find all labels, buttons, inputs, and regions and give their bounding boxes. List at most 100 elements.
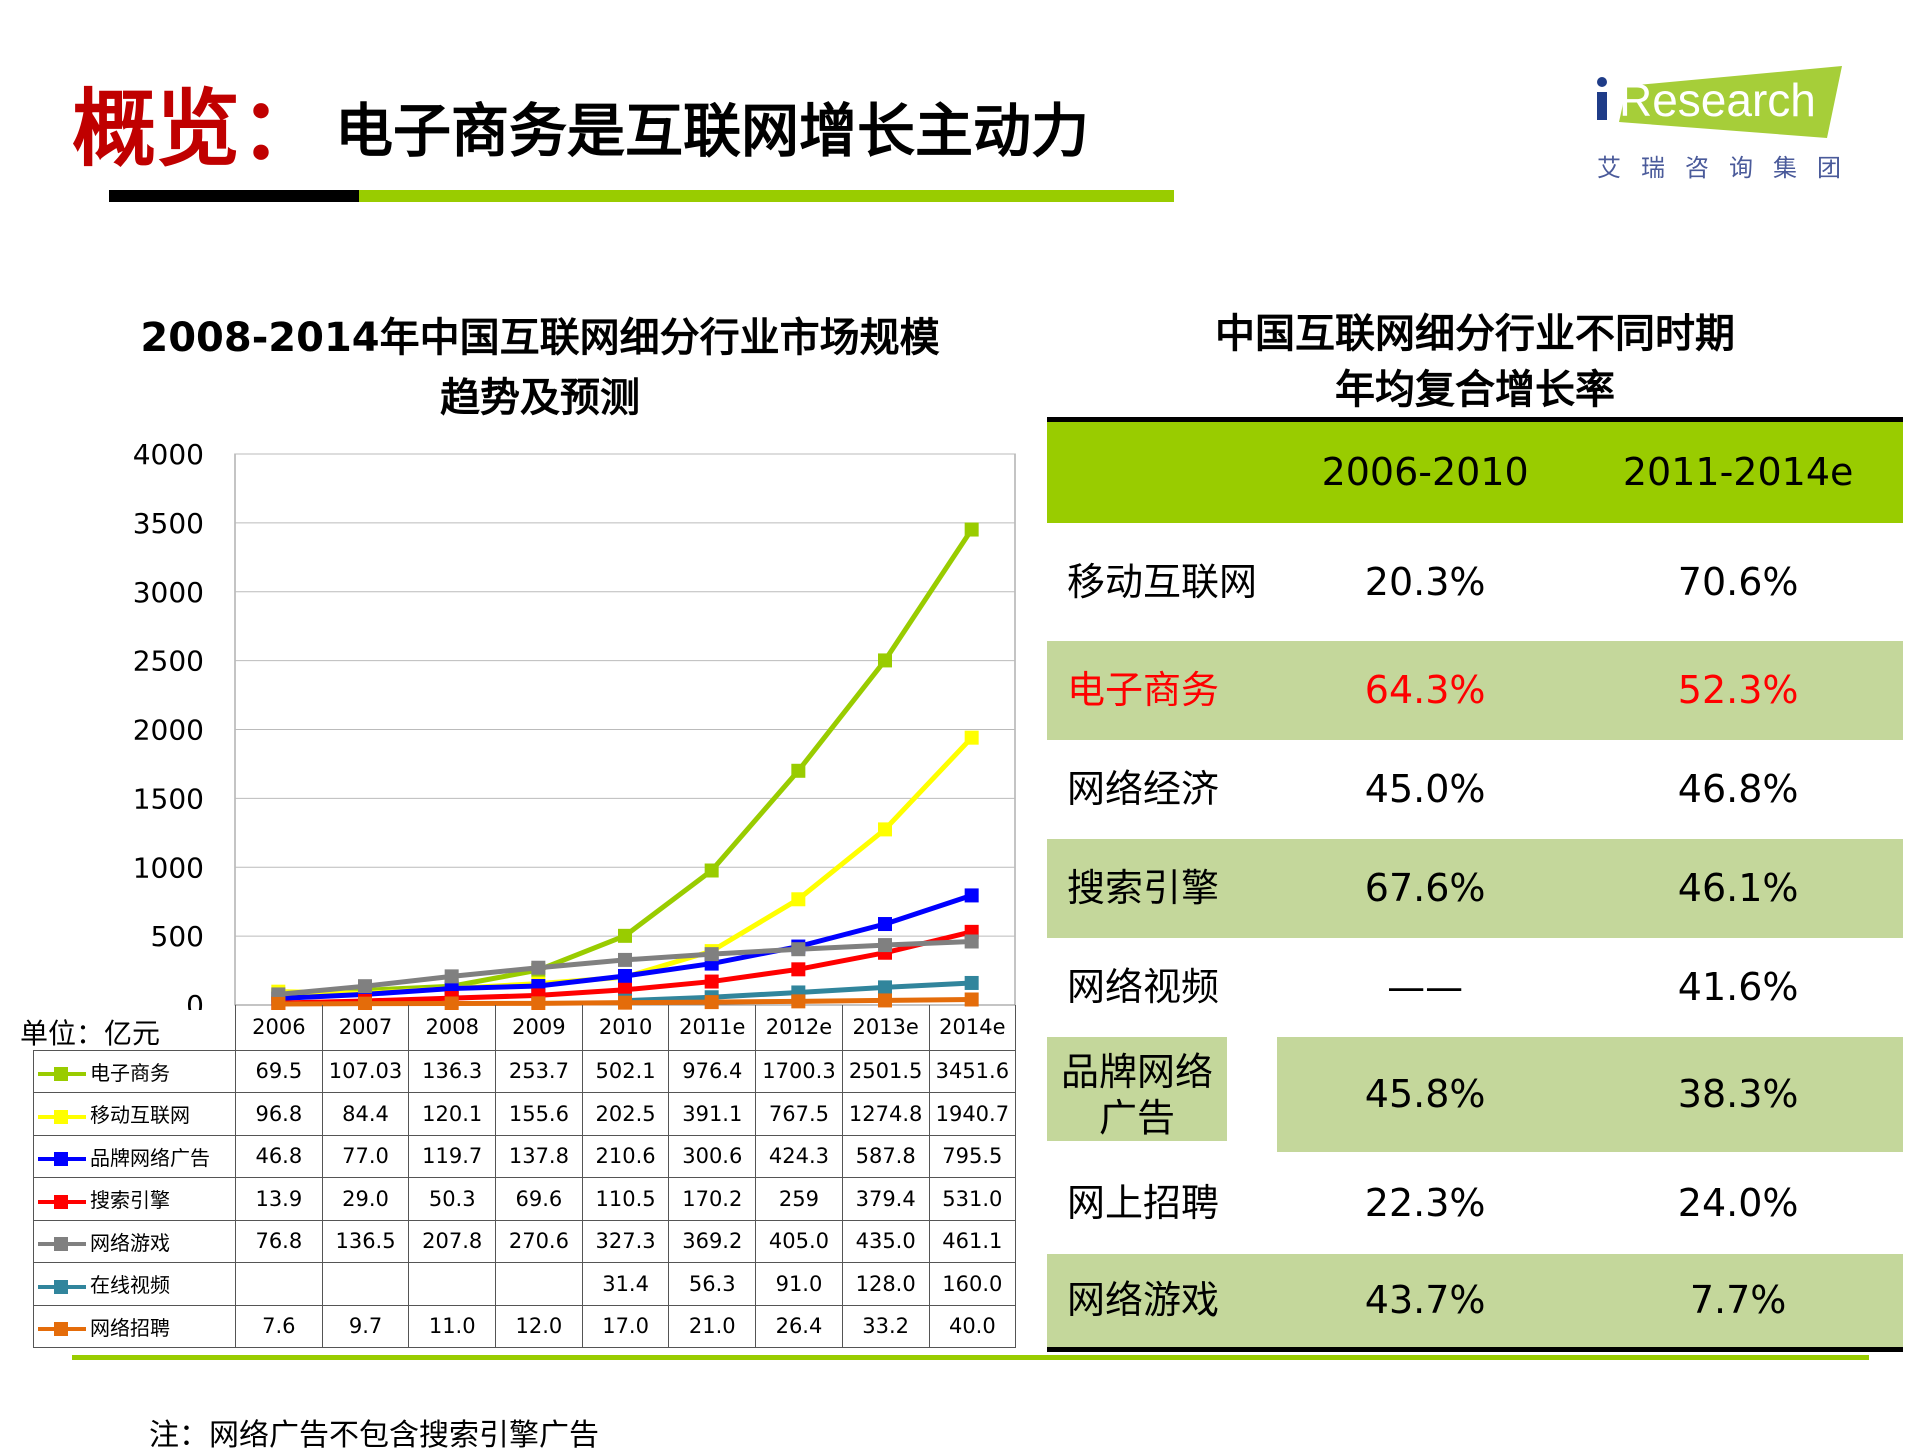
growth-header-period1: 2006-2010 <box>1277 419 1574 523</box>
data-cell: 96.8 <box>235 1092 323 1136</box>
y-tick-label: 1500 <box>133 782 204 815</box>
series-name: 搜索引擎 <box>90 1188 170 1213</box>
data-table-row: 电子商务 69.5 107.03 136.3 253.7 502.1 976.4 1700.3… <box>33 1049 1017 1093</box>
data-cell: 29.0 <box>321 1177 410 1221</box>
data-cell: 795.5 <box>928 1134 1017 1178</box>
data-cell: 7.6 <box>235 1304 323 1348</box>
legend-marker <box>38 1067 86 1082</box>
data-cell: 270.6 <box>495 1219 583 1263</box>
data-cell: 12.0 <box>495 1304 583 1348</box>
data-cell: 976.4 <box>668 1049 757 1093</box>
data-table-row: 网络招聘 7.6 9.7 11.0 12.0 17.0 21.0 26.4 33.2 40.0 <box>33 1304 1017 1348</box>
data-cell: 1274.8 <box>841 1092 930 1136</box>
legend-entry: 移动互联网 <box>33 1092 236 1136</box>
data-cell: 46.8 <box>235 1134 323 1178</box>
data-cell: 369.2 <box>668 1219 757 1263</box>
data-cell: 91.0 <box>755 1262 843 1306</box>
growth-value-period2: 70.6% <box>1677 559 1799 604</box>
data-cell: 379.4 <box>841 1177 930 1221</box>
growth-table: 2006-2010 2011-2014e 移动互联网 20.3% 70.6% 电子商务… <box>1047 417 1903 1352</box>
data-cell: 136.3 <box>408 1049 497 1093</box>
data-point <box>964 522 979 537</box>
growth-value-period2: 7.7% <box>1573 1253 1903 1350</box>
series-name: 电子商务 <box>90 1060 170 1085</box>
iresearch-logo: Research 艾瑞咨询集团 <box>1597 66 1847 182</box>
data-point <box>878 822 892 837</box>
data-cell: 13.9 <box>235 1177 323 1221</box>
growth-value-period1: —— <box>1387 965 1464 1009</box>
x-tick-label: 2008 <box>408 1005 497 1051</box>
growth-value-period1: 22.3% <box>1364 1180 1486 1225</box>
data-point <box>618 982 632 997</box>
data-cell: 76.8 <box>235 1219 323 1263</box>
data-cell <box>235 1262 323 1306</box>
series-name: 品牌网络广告 <box>90 1145 210 1170</box>
title-rule-green <box>359 190 1174 202</box>
data-cell: 21.0 <box>668 1304 757 1348</box>
data-point <box>444 969 459 984</box>
data-cell: 11.0 <box>408 1304 497 1348</box>
data-point <box>964 888 979 903</box>
data-point <box>878 938 892 953</box>
data-cell: 120.1 <box>408 1092 497 1136</box>
data-cell: 259 <box>755 1177 843 1221</box>
data-cell: 77.0 <box>321 1134 410 1178</box>
legend-entry: 网络游戏 <box>33 1219 236 1263</box>
growth-value-period1: 45.0% <box>1364 767 1486 811</box>
data-point <box>791 994 806 1009</box>
growth-row-label: 网络视频 <box>1067 965 1220 1009</box>
data-cell: 119.7 <box>408 1134 497 1178</box>
data-cell: 110.5 <box>581 1177 670 1221</box>
growth-value-period2: 46.8% <box>1677 767 1799 811</box>
data-cell <box>495 1262 583 1306</box>
data-point <box>878 917 892 932</box>
data-point <box>791 942 806 957</box>
data-cell: 210.6 <box>581 1134 670 1178</box>
growth-row: 品牌网络广告 45.8% 38.3% <box>1047 1036 1903 1152</box>
y-tick-label: 0 <box>186 989 204 1010</box>
data-cell <box>321 1262 410 1306</box>
data-cell: 202.5 <box>581 1092 670 1136</box>
data-cell: 69.5 <box>235 1049 323 1093</box>
growth-value-period2: 24.0% <box>1677 1180 1799 1225</box>
legend-entry: 搜索引擎 <box>33 1177 236 1221</box>
growth-row: 网络视频 —— 41.6% <box>1047 938 1903 1037</box>
title-prefix: 概览： <box>72 79 325 178</box>
growth-value-period2: 38.3% <box>1573 1036 1903 1152</box>
data-point <box>618 952 632 967</box>
data-cell: 3451.6 <box>928 1049 1017 1093</box>
legend-marker <box>38 1279 86 1294</box>
data-cell: 461.1 <box>928 1219 1017 1263</box>
series-name: 网络游戏 <box>90 1230 170 1255</box>
data-point <box>704 947 719 962</box>
data-cell: 17.0 <box>581 1304 670 1348</box>
y-tick-label: 500 <box>151 920 204 953</box>
data-table-row: 在线视频 31.4 56.3 91.0 128.0 160.0 <box>33 1262 1017 1306</box>
x-tick-label: 2006 <box>235 1005 323 1051</box>
growth-value-period1: 45.8% <box>1277 1036 1574 1152</box>
legend-entry: 网络招聘 <box>33 1304 236 1348</box>
data-cell: 69.6 <box>495 1177 583 1221</box>
legend-entry: 品牌网络广告 <box>33 1134 236 1178</box>
divider-line <box>72 1355 1869 1360</box>
growth-row: 网络游戏 43.7% 7.7% <box>1047 1253 1903 1350</box>
growth-row-label: 品牌网络广告 <box>1047 1036 1227 1141</box>
data-point <box>358 979 372 994</box>
y-tick-label: 4000 <box>133 438 204 471</box>
legend-marker <box>38 1322 86 1337</box>
y-tick-label: 1000 <box>133 851 204 884</box>
data-point <box>618 968 632 983</box>
growth-row-label: 电子商务 <box>1047 640 1277 740</box>
line-chart: 0 500 1000 1500 2000 2500 3000 3500 4000 <box>133 438 1016 1010</box>
data-point <box>618 928 632 943</box>
data-cell: 128.0 <box>841 1262 930 1306</box>
svg-text:艾瑞咨询集团: 艾瑞咨询集团 <box>1597 154 1847 182</box>
y-tick-label: 3500 <box>133 507 204 540</box>
growth-row-label: 移动互联网 <box>1067 559 1258 604</box>
growth-row: 网络经济 45.0% 46.8% <box>1047 740 1903 839</box>
data-point <box>878 653 892 668</box>
data-cell: 26.4 <box>755 1304 843 1348</box>
y-tick-label: 2000 <box>133 714 204 747</box>
data-cell: 531.0 <box>928 1177 1017 1221</box>
growth-value-period1: 64.3% <box>1277 640 1574 740</box>
